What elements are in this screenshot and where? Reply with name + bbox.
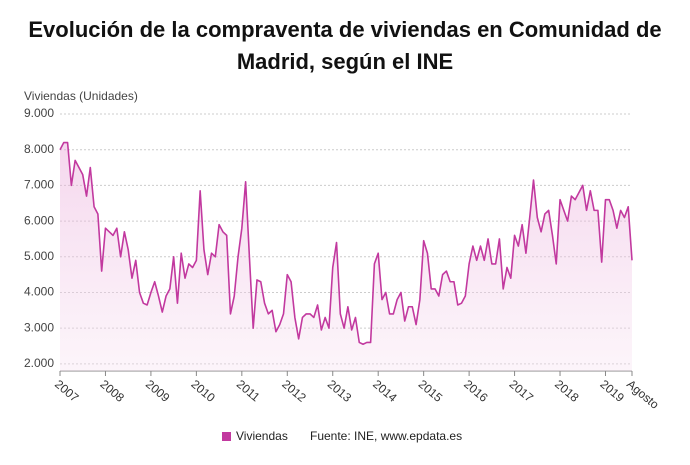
title-box: Evolución de la compraventa de viviendas…: [0, 14, 690, 78]
x-tick-label: 2009: [143, 377, 173, 405]
y-tick-label: 7.000: [24, 178, 54, 192]
x-tick-label: 2016: [461, 377, 491, 405]
y-tick-label: 3.000: [24, 320, 54, 334]
legend-label: Viviendas: [236, 429, 288, 443]
y-tick-label: 2.000: [24, 356, 54, 370]
x-tick-label: 2014: [370, 377, 400, 405]
y-tick-label: 4.000: [24, 285, 54, 299]
chart-title: Evolución de la compraventa de viviendas…: [28, 17, 662, 74]
x-tick-label: 2007: [52, 377, 82, 405]
x-tick-label: 2019: [598, 377, 628, 405]
x-tick-label: 2015: [416, 377, 446, 405]
x-tick-label: 2017: [507, 377, 537, 405]
y-tick-label: 9.000: [24, 106, 54, 120]
source: Fuente: INE, www.epdata.es: [310, 429, 462, 443]
area-fill: [60, 142, 632, 371]
x-tick-label: Agosto: [624, 377, 662, 412]
x-tick-label: 2013: [325, 377, 355, 405]
x-tick-label: 2018: [552, 377, 582, 405]
line: [59, 141, 633, 346]
x-tick-label: 2010: [188, 377, 218, 405]
y-tick-label: 8.000: [24, 142, 54, 156]
legend-swatch: [222, 432, 231, 441]
x-tick-label: 2012: [279, 377, 309, 405]
x-tick-label: 2011: [234, 377, 263, 405]
x-tick-label: 2008: [97, 377, 127, 405]
y-axis-label: Viviendas (Unidades): [24, 89, 138, 103]
y-tick-label: 6.000: [24, 213, 54, 227]
y-tick-label: 5.000: [24, 249, 54, 263]
